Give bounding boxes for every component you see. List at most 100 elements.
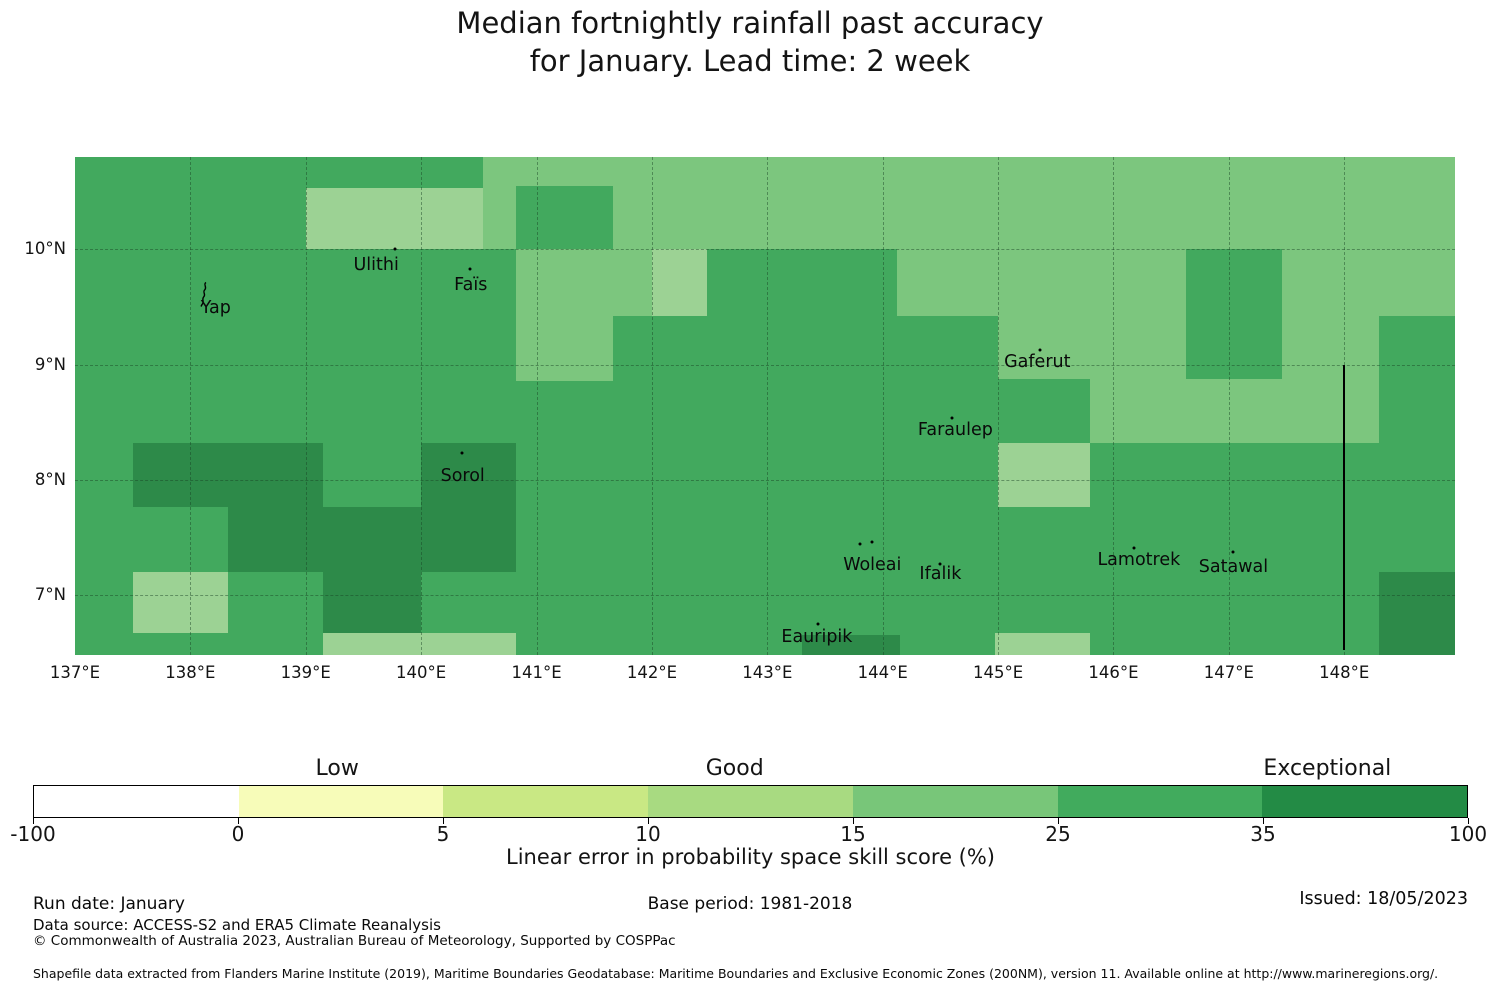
map-gridline-vertical	[190, 157, 192, 655]
colorbar-tick-label: 0	[231, 822, 245, 846]
x-tick-label: 147°E	[1203, 663, 1254, 682]
y-tick-label: 10°N	[24, 239, 66, 259]
colorbar-category-label-good: Good	[705, 756, 764, 781]
map-cell-dark	[421, 442, 516, 572]
yap-island-label: Yap	[200, 298, 231, 318]
eauripik-island-dot	[816, 622, 820, 626]
x-tick-label: 140°E	[396, 663, 447, 682]
map-cell-light	[1378, 157, 1455, 317]
page-title: Median fortnightly rainfall past accurac…	[0, 4, 1500, 80]
yap-island-outline	[198, 281, 212, 311]
shapefile-attribution-text: Shapefile data extracted from Flanders M…	[33, 966, 1439, 981]
data-source-text: Data source: ACCESS-S2 and ERA5 Climate …	[33, 916, 441, 934]
ulithi-island-label: Ulithi	[353, 255, 399, 276]
sorol-island-label: Sorol	[440, 466, 485, 487]
x-tick-label: 148°E	[1319, 663, 1370, 682]
colorbar-segment-15-to-25	[852, 786, 1058, 817]
colorbar-tick-label: 25	[1045, 822, 1071, 846]
satawal-island-dot	[1231, 550, 1235, 554]
map-cell-light	[483, 157, 516, 250]
map-gridline-vertical	[882, 157, 884, 655]
woleai-island-label: Woleai	[843, 555, 902, 576]
eauripik-island-label: Eauripik	[781, 626, 853, 647]
copyright-text: © Commonwealth of Australia 2023, Austra…	[33, 933, 676, 949]
fais-island-dot	[468, 267, 472, 271]
map-gridline-vertical	[305, 157, 307, 655]
skill-score-map: Yap Ulithi Faïs Sorol Gaferut Faraulep Woleai I…	[75, 157, 1455, 655]
map-cell-lighter	[994, 633, 1091, 655]
map-gridline-horizontal	[75, 479, 1455, 481]
map-cell-light	[896, 249, 999, 317]
colorbar-segment-10-to-15	[648, 786, 853, 817]
issued-date-text: Issued: 18/05/2023	[1299, 889, 1468, 909]
x-tick-label: 144°E	[857, 663, 908, 682]
x-tick-label: 138°E	[165, 663, 216, 682]
map-cell-dark	[323, 507, 422, 634]
x-tick-label: 145°E	[972, 663, 1024, 682]
colorbar-tick	[1468, 818, 1469, 824]
ifalik-island-dot	[938, 562, 942, 566]
colorbar-tick	[853, 818, 854, 824]
x-tick-label: 146°E	[1088, 663, 1139, 682]
colorbar-segment-0-to-5	[238, 786, 444, 817]
colorbar-tick	[238, 818, 239, 824]
colorbar-tick-label: 15	[840, 822, 866, 846]
colorbar-segment--100-to-0	[34, 786, 239, 817]
map-cell-light	[998, 249, 1187, 380]
map-cell-lighter	[132, 572, 229, 634]
y-tick-label: 9°N	[34, 354, 66, 374]
map-gridline-horizontal	[75, 364, 1455, 366]
map-gridline-vertical	[536, 157, 538, 655]
x-tick-label: 141°E	[511, 663, 562, 682]
x-tick-label: 142°E	[626, 663, 678, 682]
map-cell-light	[1090, 379, 1282, 443]
lamotrek-island-label: Lamotrek	[1097, 550, 1181, 571]
colorbar-tick-label: 10	[635, 822, 661, 846]
fais-island-label: Faïs	[454, 274, 488, 295]
colorbar-tick	[33, 818, 34, 824]
colorbar-category-label-low: Low	[315, 756, 359, 781]
map-gridline-vertical	[998, 157, 1000, 655]
map-cell-light	[1281, 249, 1379, 443]
map-gridline-vertical	[767, 157, 769, 655]
map-cell-lighter	[651, 249, 708, 317]
colorbar-tick-label: -100	[10, 822, 56, 846]
colorbar-axis-label: Linear error in probability space skill …	[506, 845, 995, 869]
title-line-1: Median fortnightly rainfall past accurac…	[456, 6, 1044, 40]
gaferut-island-label: Gaferut	[1004, 352, 1071, 373]
colorbar-tick	[1263, 818, 1264, 824]
map-cell-dark	[132, 442, 324, 508]
map-cell-light	[515, 249, 613, 381]
faraulep-island-label: Faraulep	[917, 420, 993, 441]
ulithi-island-dot	[393, 247, 397, 251]
colorbar-segment-35-to-100	[1262, 786, 1467, 817]
map-cell-light	[612, 249, 652, 317]
colorbar-tick	[648, 818, 649, 824]
colorbar-segment-5-to-10	[443, 786, 649, 817]
woleai-island-dot	[870, 540, 874, 544]
x-tick-label: 143°E	[742, 663, 793, 682]
map-gridline-horizontal	[75, 249, 1455, 251]
colorbar-tick	[443, 818, 444, 824]
run-date-text: Run date: January	[33, 894, 185, 914]
map-gridline-vertical	[421, 157, 423, 655]
sorol-island-dot	[460, 451, 464, 455]
faraulep-island-dot	[950, 416, 954, 420]
map-gridline-vertical	[1228, 157, 1230, 655]
map-cell-lighter	[998, 442, 1091, 508]
satawal-island-label: Satawal	[1198, 557, 1269, 578]
base-period-text: Base period: 1981-2018	[647, 894, 853, 914]
colorbar-tick-label: 5	[436, 822, 450, 846]
lamotrek-island-dot	[1132, 546, 1136, 550]
map-gridline-vertical	[651, 157, 653, 655]
colorbar-segment-25-to-35	[1057, 786, 1263, 817]
ifalik-island-label: Ifalik	[919, 564, 962, 585]
colorbar-tick-label: 100	[1448, 822, 1488, 846]
title-line-2: for January. Lead time: 2 week	[529, 44, 971, 78]
colorbar-category-label-exceptional: Exceptional	[1263, 756, 1392, 781]
x-tick-label: 139°E	[280, 663, 331, 682]
colorbar	[33, 785, 1468, 818]
maritime-boundary-line	[1343, 364, 1346, 651]
colorbar-tick-label: 35	[1250, 822, 1276, 846]
